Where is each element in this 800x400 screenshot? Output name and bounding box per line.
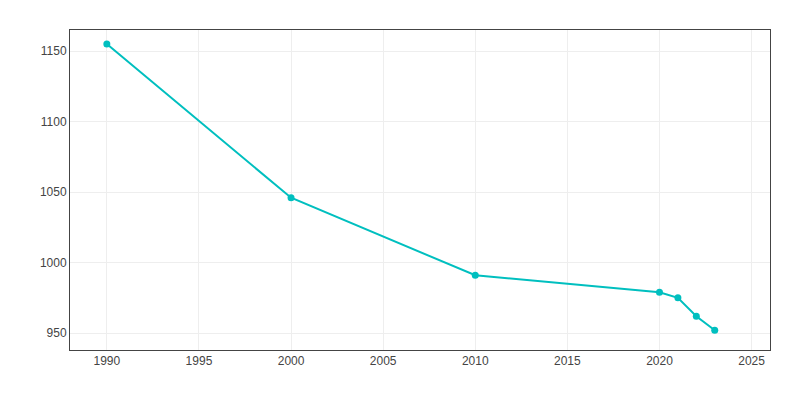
svg-text:1995: 1995 — [186, 354, 213, 368]
svg-text:2015: 2015 — [554, 354, 581, 368]
svg-text:2010: 2010 — [462, 354, 489, 368]
svg-text:1990: 1990 — [93, 354, 120, 368]
svg-text:950: 950 — [47, 326, 67, 340]
svg-text:1000: 1000 — [40, 256, 67, 270]
svg-text:2005: 2005 — [370, 354, 397, 368]
svg-text:2000: 2000 — [278, 354, 305, 368]
svg-text:1050: 1050 — [40, 185, 67, 199]
svg-text:2020: 2020 — [646, 354, 673, 368]
svg-text:2025: 2025 — [738, 354, 765, 368]
svg-text:1150: 1150 — [41, 44, 67, 58]
svg-text:1100: 1100 — [41, 115, 67, 129]
